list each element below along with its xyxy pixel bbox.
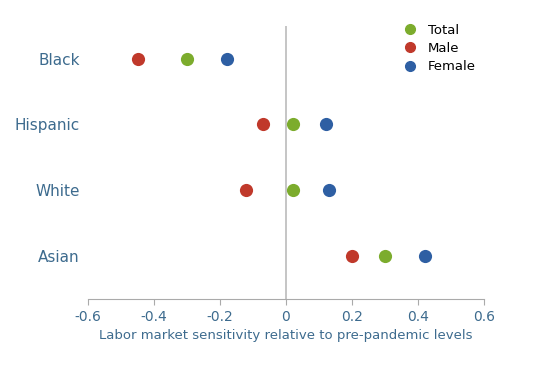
Legend: Total, Male, Female: Total, Male, Female	[391, 19, 481, 78]
Point	[288, 122, 297, 127]
Point	[222, 55, 231, 61]
Point	[242, 188, 251, 193]
Point	[133, 55, 142, 61]
Point	[258, 122, 267, 127]
Point	[420, 254, 429, 260]
Point	[348, 254, 356, 260]
Point	[381, 254, 389, 260]
X-axis label: Labor market sensitivity relative to pre-pandemic levels: Labor market sensitivity relative to pre…	[99, 329, 473, 342]
Point	[183, 55, 191, 61]
Point	[324, 188, 333, 193]
Point	[288, 188, 297, 193]
Point	[321, 122, 330, 127]
